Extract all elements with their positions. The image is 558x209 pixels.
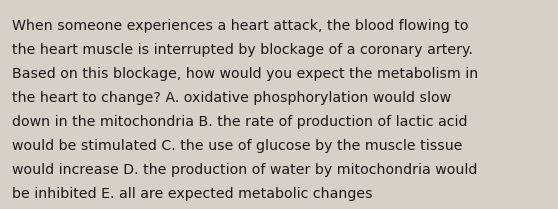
Text: down in the mitochondria B. the rate of production of lactic acid: down in the mitochondria B. the rate of …	[12, 115, 468, 129]
Text: would increase D. the production of water by mitochondria would: would increase D. the production of wate…	[12, 163, 478, 177]
Text: Based on this blockage, how would you expect the metabolism in: Based on this blockage, how would you ex…	[12, 67, 479, 81]
Text: When someone experiences a heart attack, the blood flowing to: When someone experiences a heart attack,…	[12, 19, 469, 33]
Text: the heart to change? A. oxidative phosphorylation would slow: the heart to change? A. oxidative phosph…	[12, 91, 451, 105]
Text: be inhibited E. all are expected metabolic changes: be inhibited E. all are expected metabol…	[12, 187, 373, 201]
Text: the heart muscle is interrupted by blockage of a coronary artery.: the heart muscle is interrupted by block…	[12, 43, 473, 57]
Text: would be stimulated C. the use of glucose by the muscle tissue: would be stimulated C. the use of glucos…	[12, 139, 463, 153]
